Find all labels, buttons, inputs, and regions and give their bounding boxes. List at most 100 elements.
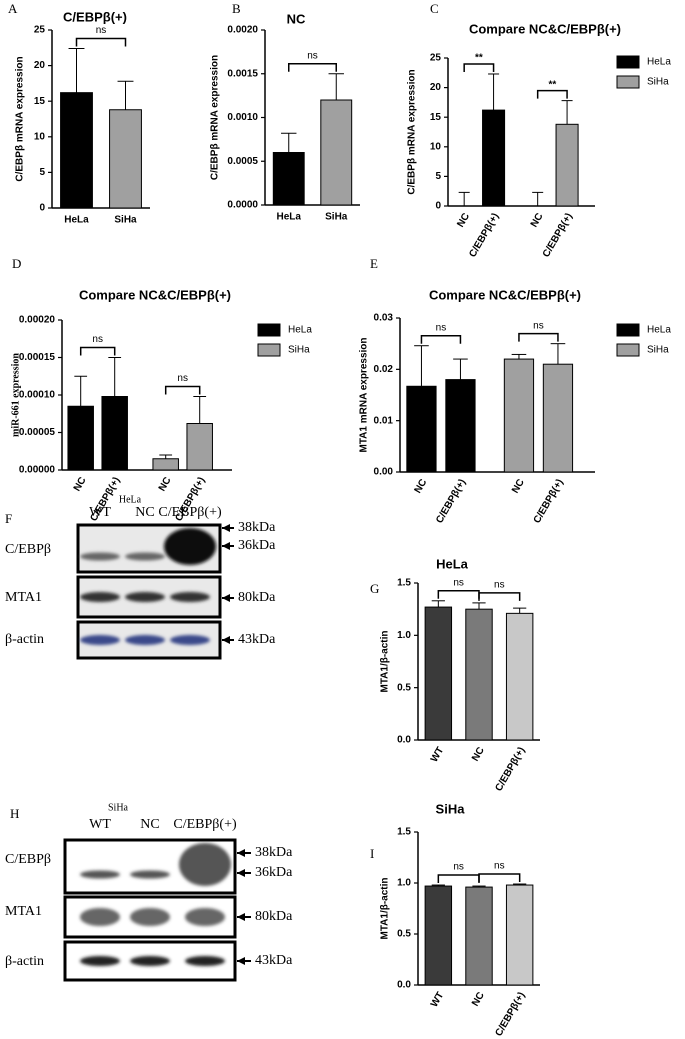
band — [170, 592, 210, 602]
x-tick-label: NC — [529, 211, 546, 229]
significance-bracket — [75, 37, 127, 47]
y-axis-label: miR-661 expression — [10, 353, 21, 437]
band — [179, 843, 231, 886]
marker-arrowhead — [222, 636, 230, 644]
legend-swatch — [616, 323, 640, 337]
significance-bracket — [164, 385, 201, 395]
significance-label: ns — [453, 577, 464, 588]
y-tick-label: 1.5 — [397, 827, 411, 838]
significance-label: ns — [96, 25, 107, 36]
significance-bracket — [518, 332, 559, 342]
band — [80, 592, 120, 602]
bar — [503, 358, 535, 473]
y-axis-label: C/EBPβ mRNA expression — [407, 69, 418, 194]
y-axis-label: MTA1 mRNA expression — [359, 337, 370, 452]
y-tick-label: 0.0015 — [227, 68, 258, 79]
chart-title: Compare NC&C/EBPβ(+) — [469, 21, 621, 36]
marker-label: 36kDa — [255, 865, 293, 880]
band — [80, 552, 120, 561]
significance-label: ns — [533, 320, 544, 331]
chart-title: SiHa — [436, 801, 466, 816]
blot-row-label: C/EBPβ — [5, 852, 51, 867]
panel-letter: B — [232, 1, 241, 16]
bar — [542, 363, 574, 473]
bar — [60, 92, 93, 209]
band — [125, 592, 165, 602]
y-tick-label: 5 — [39, 167, 45, 178]
legend-label: SiHa — [647, 77, 669, 88]
blot-row-label: C/EBPβ — [5, 542, 51, 557]
bar — [505, 612, 534, 741]
y-tick-label: 0.0000 — [227, 200, 258, 211]
x-tick-label: C/EBPβ(+) — [541, 211, 575, 259]
band — [125, 552, 165, 561]
panel-letter: F — [5, 511, 12, 526]
legend-label: SiHa — [288, 345, 310, 356]
y-tick-label: 0.02 — [374, 364, 394, 375]
lane-label: WT — [89, 505, 111, 520]
significance-label: ns — [453, 862, 464, 873]
bar — [445, 379, 476, 473]
bar — [101, 396, 128, 471]
band — [80, 956, 120, 966]
panel-letter: E — [370, 256, 378, 271]
y-tick-label: 0.00015 — [19, 352, 56, 363]
blot-row-label: β-actin — [5, 632, 44, 647]
bar — [320, 99, 353, 206]
significance-label: ns — [92, 334, 103, 345]
legend-swatch — [616, 343, 640, 357]
bar — [109, 109, 142, 209]
y-axis-label: C/EBPβ mRNA expression — [15, 56, 26, 181]
marker-arrowhead — [222, 542, 230, 550]
x-tick-label: C/EBPβ(+) — [493, 745, 527, 793]
bar — [272, 152, 305, 206]
x-tick-label: WT — [429, 745, 446, 764]
legend-swatch — [257, 323, 281, 337]
marker-label: 80kDa — [238, 590, 276, 605]
panel-letter: A — [8, 1, 18, 16]
band — [125, 635, 165, 645]
chart-title: NC — [287, 11, 306, 26]
band — [80, 870, 120, 879]
marker-label: 80kDa — [255, 909, 293, 924]
band — [185, 956, 225, 966]
significance-label: ns — [494, 861, 505, 872]
marker-arrowhead — [237, 913, 245, 921]
blot-row-label: MTA1 — [5, 904, 42, 919]
legend-swatch — [616, 75, 640, 89]
bar — [505, 884, 534, 986]
blot-row-label: MTA1 — [5, 590, 42, 605]
bar — [465, 608, 493, 741]
significance-bracket — [437, 590, 480, 599]
chart-title: Compare NC&C/EBPβ(+) — [429, 287, 581, 302]
y-tick-label: 25 — [34, 25, 46, 36]
blot-row-label: β-actin — [5, 954, 44, 969]
marker-label: 43kDa — [238, 632, 276, 647]
cell-line-label: SiHa — [108, 802, 129, 813]
significance-label: ns — [307, 50, 318, 61]
marker-arrowhead — [222, 524, 230, 532]
y-axis-label: MTA1/β-actin — [380, 630, 391, 692]
y-tick-label: 20 — [34, 60, 46, 71]
panel-letter: I — [370, 846, 374, 861]
y-axis-label: MTA1/β-actin — [380, 877, 391, 939]
y-tick-label: 0.03 — [374, 313, 394, 324]
band — [130, 908, 170, 926]
chart-title: Compare NC&C/EBPβ(+) — [79, 287, 231, 302]
legend-swatch — [616, 55, 640, 69]
marker-arrowhead — [237, 849, 245, 857]
significance-bracket — [437, 874, 480, 884]
y-tick-label: 0 — [435, 201, 441, 212]
chart-title: HeLa — [436, 556, 469, 571]
marker-label: 38kDa — [255, 845, 293, 860]
significance-label: ns — [494, 580, 505, 591]
x-tick-label: SiHa — [114, 215, 137, 226]
marker-label: 36kDa — [238, 538, 276, 553]
x-tick-label: NC — [470, 745, 487, 763]
marker-label: 43kDa — [255, 953, 293, 968]
significance-label: ** — [475, 53, 483, 64]
x-tick-label: NC — [455, 211, 472, 229]
y-tick-label: 1.5 — [397, 578, 411, 589]
panel-letter: D — [12, 256, 21, 271]
panel-letter: G — [370, 581, 379, 596]
